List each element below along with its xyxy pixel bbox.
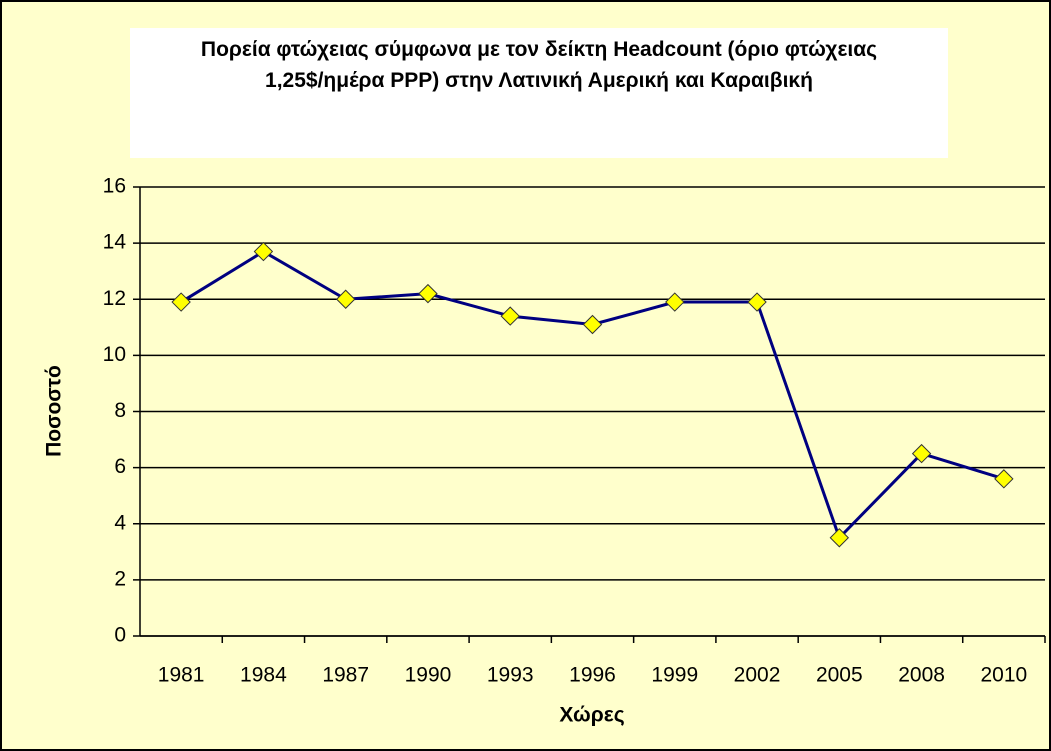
x-tick-label: 1987 <box>322 664 369 687</box>
y-tick-label: 6 <box>114 455 126 478</box>
x-tick-label: 1984 <box>240 664 287 687</box>
y-tick-label: 10 <box>103 343 126 366</box>
y-axis-label: Ποσοστό <box>43 365 66 457</box>
x-tick-label: 1990 <box>405 664 452 687</box>
data-point <box>335 289 356 309</box>
data-point <box>994 469 1014 489</box>
data-point <box>665 292 685 312</box>
x-tick-label: 2008 <box>898 664 945 687</box>
data-point <box>500 306 520 326</box>
data-point <box>582 314 603 335</box>
data-point <box>829 528 850 548</box>
data-point <box>747 292 767 312</box>
data-point <box>418 283 438 304</box>
data-point <box>171 292 191 312</box>
x-axis-label: Χώρες <box>559 704 624 727</box>
x-tick-label: 1996 <box>569 664 616 687</box>
y-tick-label: 14 <box>103 231 127 254</box>
data-point <box>911 443 932 464</box>
y-tick-label: 4 <box>114 511 126 534</box>
x-tick-label: 1993 <box>487 664 534 687</box>
y-tick-label: 0 <box>114 624 126 647</box>
data-point <box>253 241 274 262</box>
x-tick-label: 1999 <box>651 664 698 687</box>
y-tick-label: 2 <box>114 567 126 590</box>
y-tick-label: 16 <box>103 175 126 198</box>
x-tick-label: 2010 <box>981 664 1028 687</box>
x-tick-label: 2002 <box>734 664 781 687</box>
chart-title: Πορεία φτώχειας σύμφωνα με τον δείκτη He… <box>130 28 948 158</box>
x-tick-label: 1981 <box>158 664 205 687</box>
y-tick-label: 8 <box>114 399 126 422</box>
y-tick-label: 12 <box>103 287 126 310</box>
x-tick-label: 2005 <box>816 664 863 687</box>
